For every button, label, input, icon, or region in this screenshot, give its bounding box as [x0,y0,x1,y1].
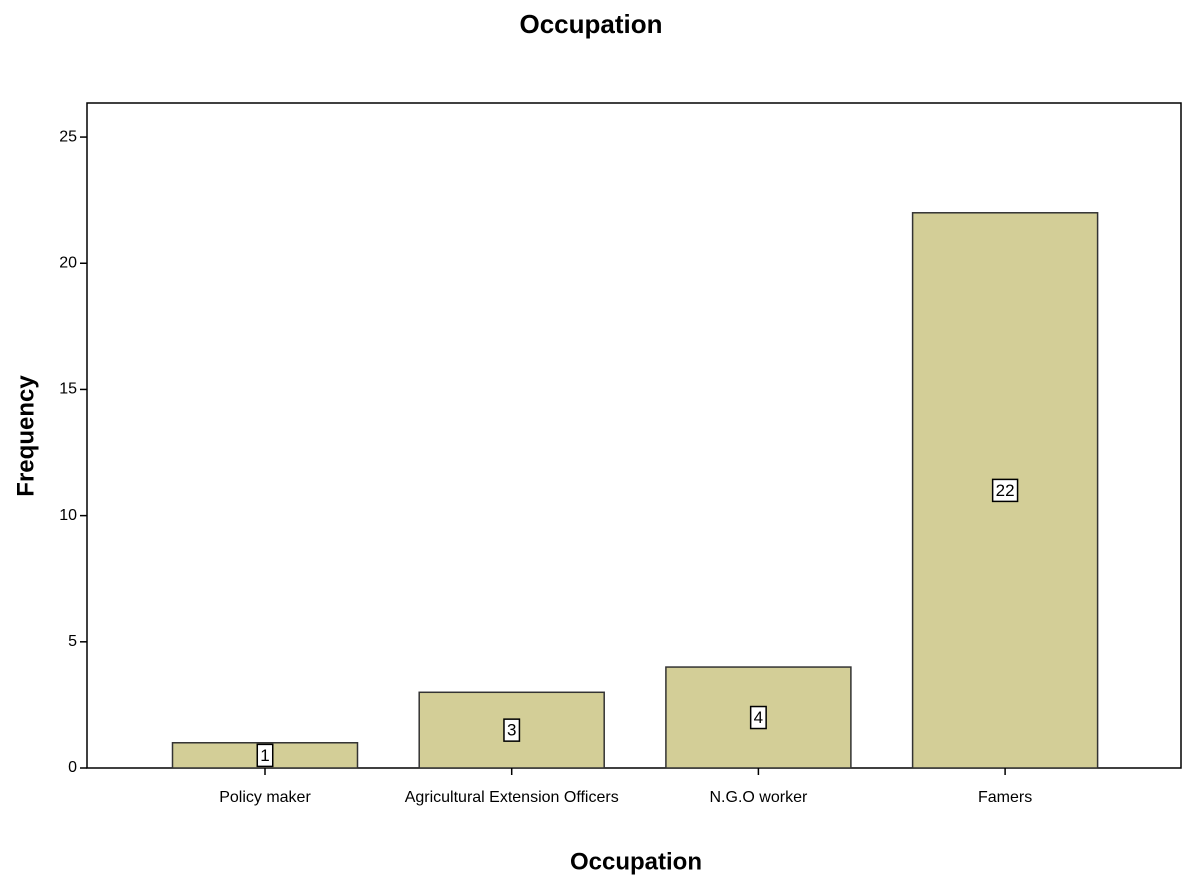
y-axis-title: Frequency [12,375,39,497]
data-label-box [256,743,274,768]
data-label-box [749,705,767,730]
x-tick-label: Agricultural Extension Officers [405,789,619,806]
data-label-box [503,718,521,742]
data-label: 22 [996,481,1015,500]
y-tick-label: 5 [68,633,77,650]
data-label: 3 [507,721,516,740]
x-tick-label: Famers [978,789,1032,806]
data-label: 1 [260,746,269,765]
y-tick-label: 20 [59,254,77,271]
plot-frame [86,102,1182,769]
y-tick-label: 10 [59,507,77,524]
y-tick-label: 25 [59,128,77,145]
x-axis-title: Occupation [570,848,702,875]
data-label-box [991,478,1019,503]
y-tick-label: 15 [59,381,77,398]
chart-title: Occupation [519,9,662,39]
data-label: 4 [754,708,763,727]
x-tick-label: N.G.O worker [710,789,808,806]
x-tick-label: Policy maker [219,789,311,806]
y-tick-label: 0 [68,759,77,776]
